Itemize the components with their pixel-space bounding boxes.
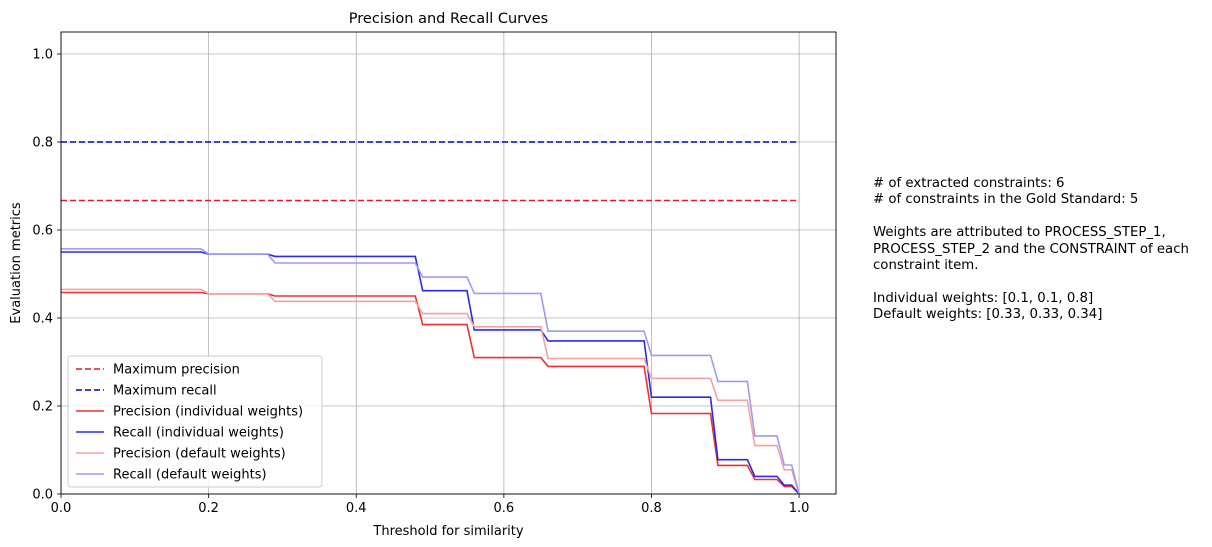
series-line-5 [61,248,800,495]
series-line-2 [61,291,800,495]
series-line-4 [61,288,800,495]
side-annotation: # of extracted constraints: 6 # of constr… [873,176,1189,324]
axes: 0.0 0.2 0.4 0.6 0.8 1.0 0.0 0.2 0.4 0.6 0.8 1.0 [32,31,837,516]
y-tick-label: 0.6 [32,224,53,239]
x-axis-label: Threshold for similarity [372,524,523,539]
side-annotation-line: # of constraints in the Gold Standard: 5 [873,192,1139,208]
y-tick-label: 0.2 [32,400,53,415]
side-annotation-line [873,274,1189,290]
x-tick-label: 1.0 [789,501,810,516]
legend-label: Maximum recall [113,384,217,399]
y-tick-label: 0.4 [32,312,53,327]
x-tick-label: 0.4 [346,501,367,516]
legend: Maximum precision Maximum recall Precision… [67,355,323,488]
legend-label: Recall (default weights) [113,468,267,483]
side-annotation-line: Weights are attributed to PROCESS_STEP_1… [873,225,1166,241]
x-tick-label: 0.0 [51,501,72,516]
x-tick-label: 0.8 [641,501,662,516]
series-lines [61,141,800,495]
y-tick-label: 1.0 [32,48,53,63]
x-tick-label: 0.6 [494,501,515,516]
y-axis-label: Evaluation metrics [9,202,24,324]
side-annotation-line: PROCESS_STEP_2 and the CONSTRAINT of eac… [873,241,1189,257]
y-tick-label: 0.8 [32,136,53,151]
side-annotation-line: Individual weights: [0.1, 0.1, 0.8] [873,290,1094,306]
legend-label: Maximum precision [113,363,240,378]
legend-box [67,355,323,488]
side-annotation-line: # of extracted constraints: 6 [873,176,1065,191]
side-annotation-line: Default weights: [0.33, 0.33, 0.34] [873,307,1103,323]
precision-recall-chart: Precision and Recall Curves Threshold fo… [9,11,837,539]
legend-label: Precision (individual weights) [113,405,303,420]
y-tick-label: 0.0 [32,488,53,503]
legend-label: Precision (default weights) [113,447,286,462]
side-annotation-line [873,209,1189,225]
plot-frame [60,31,837,495]
chart-title: Precision and Recall Curves [349,11,548,27]
legend-label: Recall (individual weights) [113,426,284,441]
series-line-3 [61,251,800,495]
side-annotation-line: constraint item. [873,258,979,274]
x-tick-label: 0.2 [198,501,219,516]
